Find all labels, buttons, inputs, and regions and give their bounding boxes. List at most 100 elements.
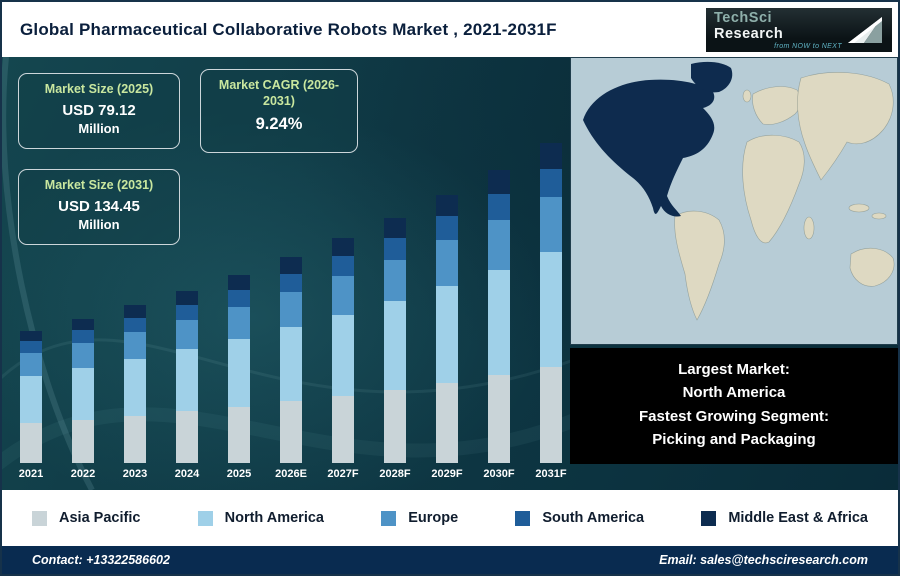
logo-tagline: from NOW to NEXT [774, 42, 842, 50]
bar-segment-europe [124, 331, 146, 359]
bar-segment-south-america [176, 304, 198, 321]
legend-item-asia-pacific: Asia Pacific [32, 510, 140, 526]
island-uk [742, 89, 752, 103]
stat-label: Market CAGR (2026-2031) [218, 78, 340, 108]
bar-segment-asia-pacific [124, 415, 146, 463]
bar-segment-asia-pacific [332, 395, 354, 463]
contact-email: Email: sales@techsciresearch.com [659, 553, 868, 567]
legend-label: North America [224, 510, 324, 526]
legend-swatch-icon [515, 510, 531, 526]
x-axis-label: 2026E [275, 468, 307, 480]
callout-line: North America [682, 384, 786, 402]
logo-text: TechSci Research from NOW to NEXT [714, 10, 842, 50]
bar-segment-north-america [124, 358, 146, 416]
stat-unit: Million [78, 120, 120, 136]
x-axis-label: 2021 [18, 468, 44, 480]
continent-australia [849, 247, 895, 287]
legend-label: Asia Pacific [59, 510, 141, 526]
bar-segment-south-america [540, 168, 562, 198]
bar-segment-middle-east-africa [176, 290, 198, 305]
bar-stack [228, 274, 250, 463]
x-axis-label: 2028F [379, 468, 411, 480]
bar-2029f: 2029F [430, 194, 464, 480]
contact-phone: Contact: +13322586602 [32, 553, 170, 567]
bar-segment-asia-pacific [20, 423, 42, 463]
arrow-icon [848, 16, 882, 43]
bar-segment-south-america [72, 330, 94, 344]
bar-stack [72, 318, 94, 463]
bar-segment-south-america [384, 237, 406, 260]
bar-segment-middle-east-africa [540, 143, 562, 169]
island-madagascar [803, 216, 815, 240]
stat-market-size-2031: Market Size (2031) USD 134.45 Million [18, 169, 180, 245]
techsci-logo: TechSci Research from NOW to NEXT [706, 7, 892, 52]
bar-segment-europe [20, 353, 42, 376]
bar-segment-asia-pacific [176, 411, 198, 463]
bar-stack [384, 217, 406, 463]
continent-asia [797, 72, 894, 181]
island-greenland-highlight [691, 61, 733, 93]
bar-segment-asia-pacific [436, 382, 458, 463]
bar-segment-middle-east-africa [488, 170, 510, 194]
bar-2031f: 2031F [534, 143, 568, 480]
bar-segment-middle-east-africa [280, 257, 302, 274]
stat-unit: Million [78, 216, 120, 232]
continent-africa [742, 134, 805, 244]
bar-stack [540, 143, 562, 463]
stat-market-cagr: Market CAGR (2026-2031) 9.24% [200, 69, 358, 153]
callout-line: Fastest Growing Segment: [638, 407, 830, 425]
bar-segment-north-america [176, 349, 198, 412]
bar-stack [176, 290, 198, 463]
stat-label: Market Size (2031) [44, 178, 154, 192]
legend-swatch-icon [381, 510, 397, 526]
bar-stack [332, 238, 354, 463]
x-axis-label: 2030F [483, 468, 515, 480]
bar-segment-europe [280, 292, 302, 328]
bar-stack [280, 257, 302, 463]
continent-south-america [674, 210, 725, 321]
callout-line: Picking and Packaging [652, 430, 816, 448]
bar-segment-south-america [332, 256, 354, 277]
island-indonesia [848, 203, 870, 213]
bar-segment-middle-east-africa [228, 274, 250, 290]
logo-brand-primary: TechSci [714, 9, 773, 26]
legend-label: Middle East & Africa [728, 510, 868, 526]
bar-2030f: 2030F [482, 170, 516, 480]
bar-stack [488, 170, 510, 463]
bar-segment-asia-pacific [72, 419, 94, 463]
bar-segment-middle-east-africa [436, 194, 458, 217]
logo-brand-secondary: Research [714, 25, 784, 42]
bar-segment-asia-pacific [384, 389, 406, 463]
stacked-bar-chart: 2021 2022 2023 2024 2025 2026E 2027F 2028F 2029F… [14, 130, 568, 480]
bar-segment-north-america [228, 338, 250, 407]
bar-segment-south-america [228, 289, 250, 307]
bar-segment-south-america [280, 273, 302, 293]
x-axis-label: 2031F [535, 468, 567, 480]
bar-segment-europe [540, 197, 562, 252]
bar-segment-middle-east-africa [124, 305, 146, 318]
bar-2027f: 2027F [326, 238, 360, 480]
right-panel: Largest Market: North America Fastest Gr… [570, 57, 898, 490]
bar-segment-middle-east-africa [20, 330, 42, 342]
stat-value: 9.24% [255, 115, 303, 134]
bar-segment-middle-east-africa [384, 217, 406, 238]
bar-stack [124, 305, 146, 463]
chart-legend: Asia Pacific North America Europe South Ame… [2, 490, 898, 546]
bar-segment-europe [488, 220, 510, 270]
bar-segment-north-america [72, 367, 94, 420]
bar-stack [20, 330, 42, 463]
world-map [570, 57, 898, 345]
x-axis-label: 2029F [431, 468, 463, 480]
stat-label: Market Size (2025) [44, 82, 154, 96]
legend-swatch-icon [701, 510, 717, 526]
bar-segment-europe [384, 259, 406, 302]
bar-2023: 2023 [118, 305, 152, 480]
legend-swatch-icon [197, 510, 213, 526]
bar-2026e: 2026E [274, 257, 308, 480]
legend-item-europe: Europe [381, 510, 458, 526]
bar-segment-south-america [124, 317, 146, 332]
x-axis-label: 2027F [327, 468, 359, 480]
bar-segment-europe [228, 306, 250, 339]
x-axis-label: 2022 [70, 468, 96, 480]
